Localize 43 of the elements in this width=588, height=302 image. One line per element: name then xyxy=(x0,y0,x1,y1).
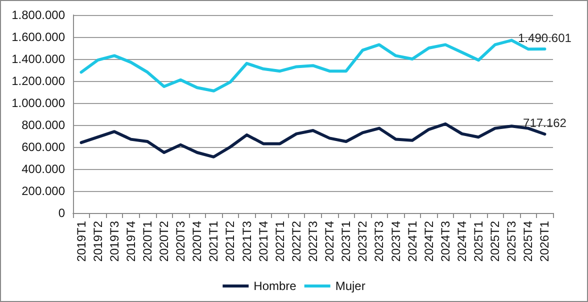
x-tick-label: 2021T2 xyxy=(223,220,238,262)
legend-label: Hombre xyxy=(254,279,297,293)
x-tick-label: 2023T2 xyxy=(356,220,370,262)
y-tick-label: 1.600.000 xyxy=(12,30,66,44)
x-tick-label: 2021T1 xyxy=(206,220,221,262)
x-tick-label: 2023T1 xyxy=(339,220,354,262)
x-tick-label: 2025T4 xyxy=(521,220,536,262)
y-tick-label: 400.000 xyxy=(22,162,66,176)
x-tick-label: 2024T1 xyxy=(405,220,420,262)
x-tick-label: 2020T1 xyxy=(140,220,154,262)
x-tick-label: 2024T2 xyxy=(422,220,436,262)
data-label: 1.490.601 xyxy=(518,31,572,46)
y-tick-label: 0 xyxy=(58,206,66,220)
x-tick-label: 2025T2 xyxy=(488,220,502,262)
y-tick-label: 1.400.000 xyxy=(12,52,66,66)
x-tick-label: 2022T1 xyxy=(272,220,287,262)
x-tick-label: 2020T2 xyxy=(157,220,172,262)
legend-label: Mujer xyxy=(335,279,366,293)
x-tick-label: 2021T3 xyxy=(240,220,254,262)
x-tick-label: 2020T4 xyxy=(190,220,204,262)
y-tick-label: 1.200.000 xyxy=(12,74,66,88)
x-tick-label: 2025T3 xyxy=(504,220,519,262)
data-label: 717.162 xyxy=(523,116,567,130)
x-tick-label: 2020T3 xyxy=(174,220,188,262)
x-tick-label: 2019T4 xyxy=(124,220,138,262)
x-tick-label: 2019T2 xyxy=(90,220,105,262)
x-tick-label: 2023T3 xyxy=(372,220,386,262)
x-tick-label: 2022T4 xyxy=(322,220,337,262)
y-tick-label: 1.800.000 xyxy=(12,8,66,22)
y-tick-label: 800.000 xyxy=(22,118,66,132)
x-tick-label: 2024T3 xyxy=(438,220,452,262)
y-tick-label: 1.000.000 xyxy=(12,96,66,110)
x-tick-label: 2026T1 xyxy=(538,220,552,262)
y-tick-label: 200.000 xyxy=(22,184,66,198)
x-tick-label: 2019T3 xyxy=(107,220,122,262)
x-tick-label: 2021T4 xyxy=(256,220,270,262)
x-tick-label: 2019T1 xyxy=(74,220,88,262)
x-tick-label: 2025T1 xyxy=(472,220,486,262)
x-tick-label: 2022T3 xyxy=(306,220,320,262)
x-tick-label: 2023T4 xyxy=(388,220,403,262)
y-tick-label: 600.000 xyxy=(22,140,66,154)
x-tick-label: 2022T2 xyxy=(289,220,304,262)
x-tick-label: 2024T4 xyxy=(454,220,469,262)
